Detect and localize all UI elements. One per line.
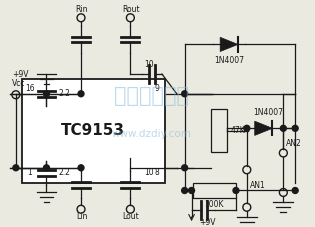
Circle shape <box>43 165 49 171</box>
Text: 1N4007: 1N4007 <box>214 56 244 65</box>
Circle shape <box>78 91 84 97</box>
Text: 2.2: 2.2 <box>58 168 70 177</box>
Circle shape <box>233 188 239 193</box>
Circle shape <box>182 91 188 97</box>
Text: Rin: Rin <box>75 5 88 14</box>
Text: 16: 16 <box>25 84 35 93</box>
Bar <box>211 109 227 153</box>
Text: Lout: Lout <box>123 212 139 221</box>
Text: 电工制作天地: 电工制作天地 <box>114 86 189 106</box>
Text: 10: 10 <box>144 168 154 177</box>
Text: +9V: +9V <box>12 69 28 79</box>
Bar <box>192 183 236 198</box>
Circle shape <box>43 91 49 97</box>
Circle shape <box>182 165 188 171</box>
Polygon shape <box>220 37 238 52</box>
Text: Rout: Rout <box>123 5 140 14</box>
Text: AN2: AN2 <box>286 139 302 148</box>
Circle shape <box>13 165 19 171</box>
Text: 9: 9 <box>155 84 159 93</box>
Polygon shape <box>255 121 272 136</box>
Circle shape <box>78 165 84 171</box>
Text: 100K: 100K <box>204 200 224 209</box>
Text: +9V: +9V <box>199 217 216 227</box>
Text: Lin: Lin <box>76 212 88 221</box>
Circle shape <box>189 188 194 193</box>
Circle shape <box>292 188 298 193</box>
Text: 10: 10 <box>144 60 154 69</box>
Circle shape <box>244 125 250 131</box>
Text: 47K: 47K <box>231 126 246 135</box>
Circle shape <box>280 125 286 131</box>
Text: 2.2: 2.2 <box>58 89 70 98</box>
Text: www.dzdiy.com: www.dzdiy.com <box>111 129 191 139</box>
Bar <box>22 79 165 183</box>
Text: 8: 8 <box>155 168 159 177</box>
Text: 1N4007: 1N4007 <box>254 108 284 117</box>
Text: 1: 1 <box>27 168 32 177</box>
Circle shape <box>292 125 298 131</box>
Text: Vcc: Vcc <box>12 79 26 88</box>
Text: AN1: AN1 <box>250 181 266 190</box>
Circle shape <box>182 188 188 193</box>
Text: TC9153: TC9153 <box>61 123 125 138</box>
